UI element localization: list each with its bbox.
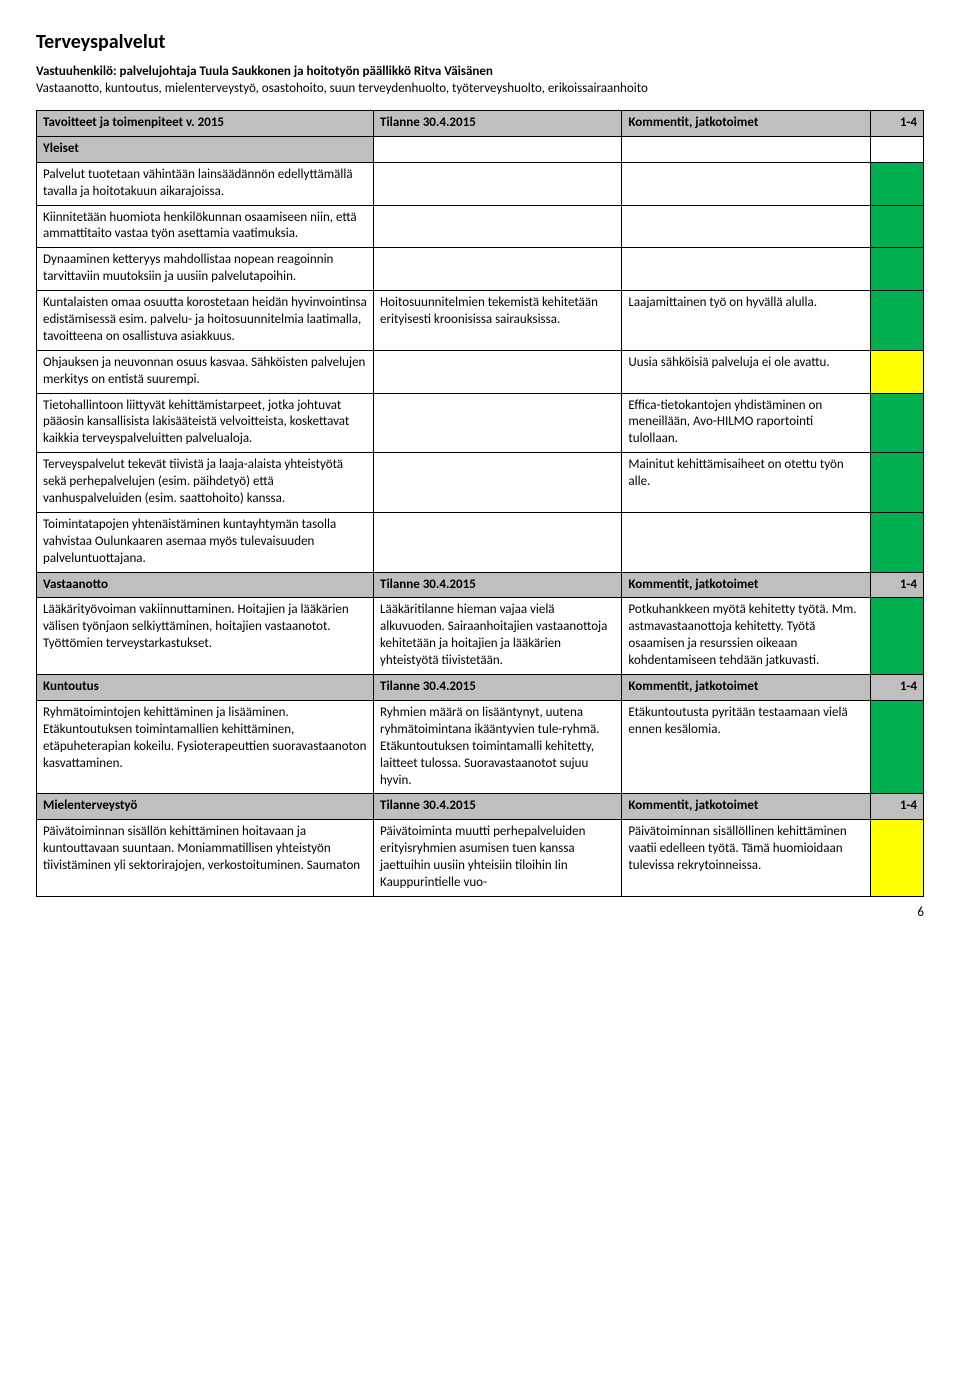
table-cell-comment: Uusia sähköisiä palveluja ei ole avattu. — [622, 350, 870, 393]
table-cell-comment: Effica-tietokantojen yhdistäminen on men… — [622, 393, 870, 453]
responsible-line: Vastuuhenkilö: palvelujohtaja Tuula Sauk… — [36, 64, 924, 79]
header-col3: Kommentit, jatkotoimet — [622, 111, 870, 137]
table-cell-comment — [622, 248, 870, 291]
table-cell-status — [374, 393, 622, 453]
section-header-col3: Kommentit, jatkotoimet — [622, 572, 870, 598]
table-cell-goal: Dynaaminen ketteryys mahdollistaa nopean… — [37, 248, 374, 291]
table-cell-indicator — [870, 393, 923, 453]
table-cell-indicator — [870, 162, 923, 205]
table-cell-indicator — [870, 512, 923, 572]
header-col1: Tavoitteet ja toimenpiteet v. 2015 — [37, 111, 374, 137]
table-cell-comment: Mainitut kehittämisaiheet on otettu työn… — [622, 453, 870, 513]
subtitle-line: Vastaanotto, kuntoutus, mielenterveystyö… — [36, 81, 924, 96]
main-table: Tavoitteet ja toimenpiteet v. 2015Tilann… — [36, 110, 924, 897]
table-cell-indicator — [870, 598, 923, 675]
table-cell-goal: Ohjauksen ja neuvonnan osuus kasvaa. Säh… — [37, 350, 374, 393]
table-cell-status — [374, 205, 622, 248]
table-cell-comment: Etäkuntoutusta pyritään testaamaan vielä… — [622, 700, 870, 793]
table-cell-goal: Terveyspalvelut tekevät tiivistä ja laaj… — [37, 453, 374, 513]
table-cell-status: Ryhmien määrä on lisääntynyt, uutena ryh… — [374, 700, 622, 793]
table-cell-status — [374, 162, 622, 205]
section-header-col3: Kommentit, jatkotoimet — [622, 675, 870, 701]
table-cell-status — [374, 453, 622, 513]
table-cell-goal: Kiinnitetään huomiota henkilökunnan osaa… — [37, 205, 374, 248]
table-cell-goal: Kuntalaisten omaa osuutta korostetaan he… — [37, 291, 374, 351]
table-cell-indicator — [870, 453, 923, 513]
yleiset-label: Yleiset — [37, 136, 374, 162]
section-header-col2: Tilanne 30.4.2015 — [374, 572, 622, 598]
section-header-col4: 1-4 — [870, 675, 923, 701]
table-cell-indicator — [870, 700, 923, 793]
page-title: Terveyspalvelut — [36, 30, 924, 54]
table-cell-comment: Potkuhankkeen myötä kehitetty työtä. Mm.… — [622, 598, 870, 675]
empty-cell — [374, 136, 622, 162]
section-header-col2: Tilanne 30.4.2015 — [374, 794, 622, 820]
table-cell-status: Päivätoiminta muutti perhepalveluiden er… — [374, 820, 622, 897]
empty-cell — [870, 136, 923, 162]
section-header: Kuntoutus — [37, 675, 374, 701]
table-cell-goal: Palvelut tuotetaan vähintään lainsäädänn… — [37, 162, 374, 205]
section-header-col4: 1-4 — [870, 572, 923, 598]
table-cell-comment — [622, 162, 870, 205]
section-header-col2: Tilanne 30.4.2015 — [374, 675, 622, 701]
table-cell-goal: Päivätoiminnan sisällön kehittäminen hoi… — [37, 820, 374, 897]
table-cell-indicator — [870, 350, 923, 393]
table-cell-status — [374, 512, 622, 572]
table-cell-comment — [622, 512, 870, 572]
header-col2: Tilanne 30.4.2015 — [374, 111, 622, 137]
table-cell-goal: Lääkärityövoiman vakiinnuttaminen. Hoita… — [37, 598, 374, 675]
table-cell-indicator — [870, 248, 923, 291]
section-header: Mielenterveystyö — [37, 794, 374, 820]
table-cell-comment: Päivätoiminnan sisällöllinen kehittämine… — [622, 820, 870, 897]
table-cell-goal: Toimintatapojen yhtenäistäminen kuntayht… — [37, 512, 374, 572]
page-number: 6 — [36, 905, 924, 920]
table-cell-goal: Ryhmätoimintojen kehittäminen ja lisäämi… — [37, 700, 374, 793]
table-cell-status — [374, 350, 622, 393]
table-cell-comment: Laajamittainen työ on hyvällä alulla. — [622, 291, 870, 351]
table-cell-status: Lääkäritilanne hieman vajaa vielä alkuvu… — [374, 598, 622, 675]
table-cell-comment — [622, 205, 870, 248]
table-cell-status — [374, 248, 622, 291]
table-cell-indicator — [870, 820, 923, 897]
section-header-col4: 1-4 — [870, 794, 923, 820]
table-cell-indicator — [870, 205, 923, 248]
empty-cell — [622, 136, 870, 162]
table-cell-goal: Tietohallintoon liittyvät kehittämistarp… — [37, 393, 374, 453]
header-col4: 1-4 — [870, 111, 923, 137]
table-cell-status: Hoitosuunnitelmien tekemistä kehitetään … — [374, 291, 622, 351]
section-header: Vastaanotto — [37, 572, 374, 598]
table-cell-indicator — [870, 291, 923, 351]
section-header-col3: Kommentit, jatkotoimet — [622, 794, 870, 820]
